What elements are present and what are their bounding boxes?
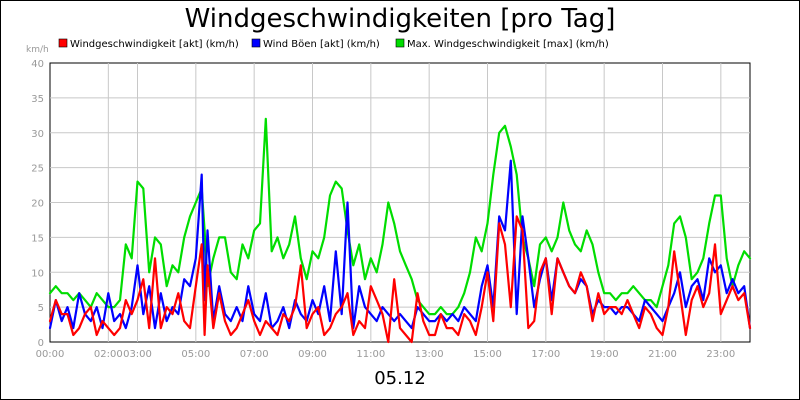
x-axis-ticks: 00:00 02:00 03:00 05:00 07:00 09:00 11:00 13:00… xyxy=(36,349,736,360)
legend-label-max-windgeschwindigkeit: Max. Windgeschwindigkeit [max] (km/h) xyxy=(407,39,609,50)
y-tick-label: 15 xyxy=(31,233,44,244)
y-axis-unit-label: km/h xyxy=(26,45,49,55)
y-tick-label: 20 xyxy=(31,199,44,210)
y-tick-label: 40 xyxy=(31,59,44,70)
legend-item-windgeschwindigkeit: Windgeschwindigkeit [akt] (km/h) xyxy=(58,38,239,50)
legend-item-wind-boeen: Wind Böen [akt] (km/h) xyxy=(251,38,380,50)
legend-label-windgeschwindigkeit: Windgeschwindigkeit [akt] (km/h) xyxy=(70,39,239,50)
y-tick-label: 25 xyxy=(31,164,44,175)
x-tick-label: 02:00 xyxy=(94,349,123,360)
chart-title: Windgeschwindigkeiten [pro Tag] xyxy=(185,4,616,34)
x-tick-label: 07:00 xyxy=(240,349,269,360)
legend: Windgeschwindigkeit [akt] (km/h) Wind Bö… xyxy=(58,38,609,50)
x-tick-label: 21:00 xyxy=(648,349,677,360)
legend-swatch-wind-boeen xyxy=(251,38,261,48)
y-tick-label: 0 xyxy=(38,338,44,349)
legend-item-max-windgeschwindigkeit: Max. Windgeschwindigkeit [max] (km/h) xyxy=(395,38,609,50)
series-line-max-windgeschwindigkeit xyxy=(48,117,752,316)
x-tick-label: 05:00 xyxy=(181,349,210,360)
y-tick-label: 5 xyxy=(38,303,44,314)
x-axis-date-label: 05.12 xyxy=(374,368,426,389)
x-tick-label: 13:00 xyxy=(415,349,444,360)
y-tick-label: 10 xyxy=(31,268,44,279)
legend-swatch-max-windgeschwindigkeit xyxy=(395,38,405,48)
x-tick-label: 19:00 xyxy=(590,349,619,360)
y-tick-label: 35 xyxy=(31,94,44,105)
y-axis-ticks: 0 5 10 15 20 25 30 35 40 xyxy=(31,59,44,349)
x-tick-label: 09:00 xyxy=(298,349,327,360)
x-tick-label: 03:00 xyxy=(123,349,152,360)
series-lines xyxy=(48,117,752,344)
grid xyxy=(50,63,750,342)
series-line-windgeschwindigkeit xyxy=(48,215,752,344)
x-tick-label: 15:00 xyxy=(473,349,502,360)
x-tick-label: 11:00 xyxy=(356,349,385,360)
x-tick-label: 23:00 xyxy=(706,349,735,360)
legend-label-wind-boeen: Wind Böen [akt] (km/h) xyxy=(263,39,380,50)
legend-swatch-windgeschwindigkeit xyxy=(58,38,68,48)
x-tick-label: 00:00 xyxy=(36,349,65,360)
y-tick-label: 30 xyxy=(31,129,44,140)
x-tick-label: 17:00 xyxy=(531,349,560,360)
